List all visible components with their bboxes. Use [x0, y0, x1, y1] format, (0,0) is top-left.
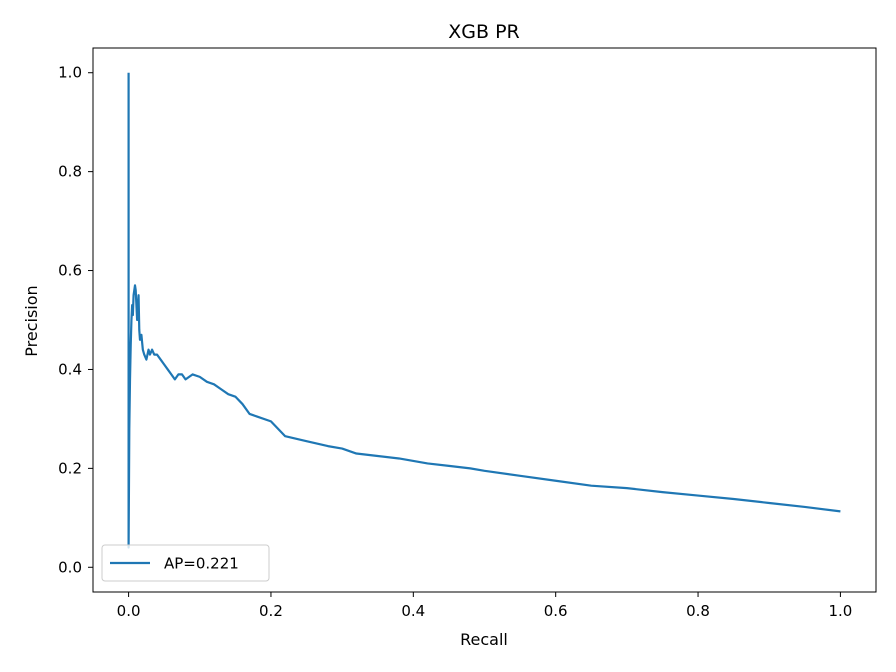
plot-frame: [92, 47, 877, 593]
legend-label: AP=0.221: [164, 555, 239, 573]
x-tick-label: 0.6: [544, 602, 568, 620]
y-tick-label: 0.4: [58, 360, 82, 378]
legend: AP=0.221: [101, 544, 270, 582]
x-tick-label: 0.4: [401, 602, 425, 620]
x-tick-label: 0.0: [117, 602, 141, 620]
x-tick-label: 0.8: [686, 602, 710, 620]
y-tick-label: 0.2: [58, 459, 82, 477]
plot-area: [127, 72, 841, 549]
chart-title: XGB PR: [448, 21, 519, 43]
y-tick-label: 0.6: [58, 262, 82, 280]
pr-curve-line: [127, 72, 841, 549]
x-tick-label: 0.2: [259, 602, 283, 620]
legend-box: [101, 544, 270, 582]
y-tick-label: 1.0: [58, 64, 82, 82]
axis-ticks: 0.0 0.2 0.4 0.6 0.8 1.0 0.0 0.2 0.4 0.6 0.8 1.0: [58, 64, 852, 620]
y-tick-label: 0.8: [58, 163, 82, 181]
y-tick-label: 0.0: [58, 558, 82, 576]
y-axis-label: Precision: [22, 285, 41, 356]
x-axis-label: Recall: [460, 630, 508, 649]
x-tick-label: 1.0: [828, 602, 852, 620]
